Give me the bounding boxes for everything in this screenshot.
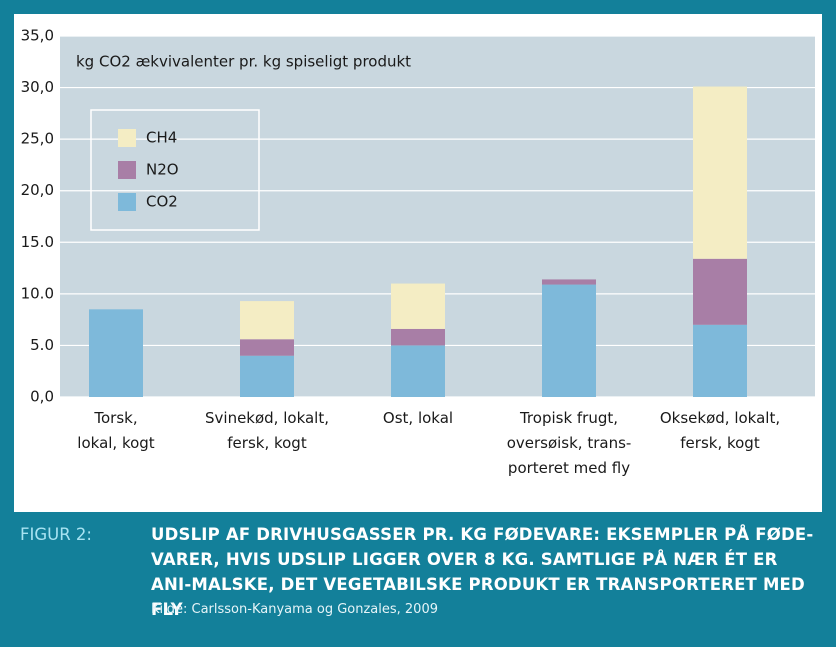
- caption-text: UDSLIP AF DRIVHUSGASSER PR. KG FØDEVARE:…: [151, 525, 814, 619]
- x-tick-label: Tropisk frugt, oversøisk, trans- portere…: [506, 409, 632, 477]
- x-tick-label: Torsk, lokal, kogt: [77, 409, 155, 452]
- caption-label: FIGUR 2:: [20, 525, 92, 544]
- legend-swatch: [118, 193, 136, 211]
- legend-label: CO2: [146, 193, 178, 211]
- caption-source: Kilde: Carlsson-Kanyama og Gonzales, 200…: [151, 602, 438, 617]
- y-tick-label: 0,0: [30, 388, 54, 406]
- bar-segment: [391, 328, 445, 346]
- bar-segment: [391, 345, 445, 397]
- y-tick-label: 35,0: [21, 27, 54, 45]
- y-tick-label: 5.0: [30, 336, 54, 354]
- bar-segment: [240, 301, 294, 340]
- y-tick-label: 10.0: [21, 284, 54, 302]
- legend-label: CH4: [146, 129, 177, 147]
- legend-label: N2O: [146, 161, 179, 179]
- legend-swatch: [118, 161, 136, 179]
- bar-segment: [542, 284, 596, 397]
- bar-segment: [693, 324, 747, 397]
- bar-segment: [693, 258, 747, 325]
- bar-segment: [542, 279, 596, 285]
- bar-segment: [240, 339, 294, 356]
- y-tick-label: 25,0: [21, 130, 54, 148]
- x-tick-label: Svinekød, lokalt, fersk, kogt: [205, 409, 329, 452]
- x-tick-label: Oksekød, lokalt, fersk, kogt: [659, 409, 781, 452]
- y-tick-label: 30,0: [21, 78, 54, 96]
- y-tick-label: 15.0: [21, 233, 54, 251]
- bar-segment: [240, 355, 294, 397]
- bar-segment: [391, 283, 445, 329]
- legend-swatch: [118, 129, 136, 147]
- y-tick-label: 20,0: [21, 181, 54, 199]
- chart-title: kg CO2 ækvivalenter pr. kg spiseligt pro…: [76, 53, 411, 71]
- bar-segment: [693, 86, 747, 259]
- bar-segment: [89, 309, 143, 397]
- legend-box: [90, 109, 260, 231]
- x-tick-label: Ost, lokal: [382, 409, 454, 427]
